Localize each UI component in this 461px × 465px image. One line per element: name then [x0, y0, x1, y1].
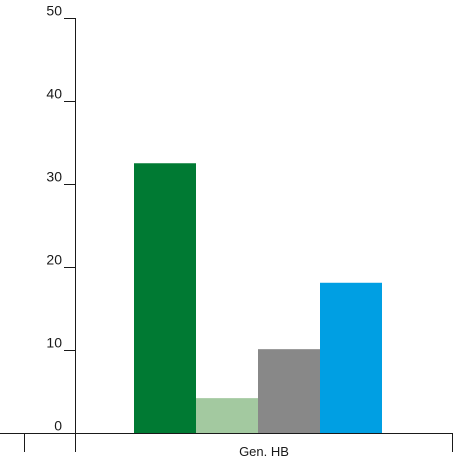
- bar-series-4: [320, 282, 382, 433]
- y-tick-label: 30: [46, 169, 62, 185]
- y-axis: 0 10 20 30 40 50: [46, 3, 76, 452]
- y-tick-label: 20: [46, 252, 62, 268]
- bar-series-1: [134, 163, 196, 433]
- x-category-label: Gen. HB: [239, 444, 289, 459]
- x-axis: Gen. HB: [0, 433, 453, 459]
- bar-series-3: [258, 349, 320, 433]
- bar-series-2: [196, 398, 258, 433]
- y-tick-label: 10: [46, 335, 62, 351]
- bars: [134, 163, 382, 433]
- y-tick-label: 50: [46, 3, 62, 19]
- y-tick-label: 40: [46, 86, 62, 102]
- y-tick-label: 0: [54, 418, 62, 434]
